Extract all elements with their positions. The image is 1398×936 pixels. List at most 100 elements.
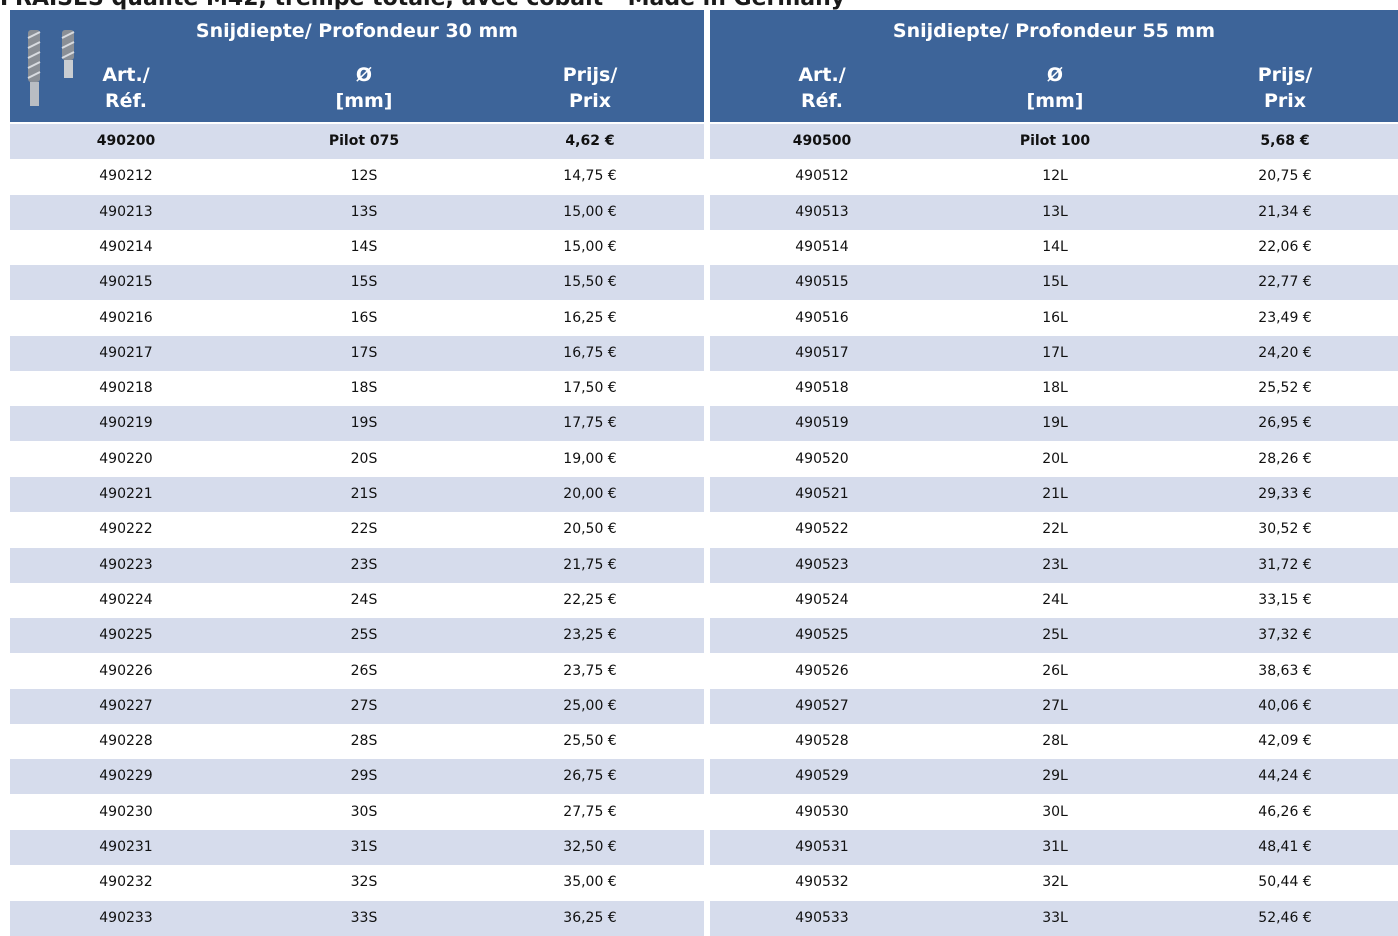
table-cell: 490222 bbox=[99, 521, 153, 538]
table-row: 490224 24S 22,25 € bbox=[10, 583, 704, 618]
table-row: 490532 32L 50,44 € bbox=[710, 865, 1398, 900]
table-cell: 490517 bbox=[795, 344, 849, 361]
table-cell: 22,06 € bbox=[1258, 238, 1312, 255]
table-cell: 490220 bbox=[99, 450, 153, 467]
table-cell: 37,32 € bbox=[1258, 627, 1312, 644]
table-row: 490213 13S 15,00 € bbox=[10, 194, 704, 230]
table-row: 490219 19S 17,75 € bbox=[10, 406, 704, 442]
table-cell: 35,00 € bbox=[563, 874, 617, 891]
table-cell: 32,50 € bbox=[563, 839, 617, 855]
table-row: 490523 23L 31,72 € bbox=[710, 547, 1398, 583]
table-cell: 25S bbox=[350, 627, 378, 644]
table-cell: 30,52 € bbox=[1258, 521, 1312, 538]
table-cell: 490218 bbox=[99, 380, 153, 397]
table-cell: 32L bbox=[1042, 874, 1068, 891]
table-cell: 490223 bbox=[99, 556, 153, 573]
table-row: 490500 Pilot 100 5,68 € bbox=[710, 124, 1398, 159]
table-row: 490531 31L 48,41 € bbox=[710, 830, 1398, 865]
table-cell: 30S bbox=[350, 803, 378, 820]
table-cell: 14,75 € bbox=[563, 168, 617, 185]
table-cell: 21L bbox=[1042, 486, 1068, 502]
table-row: 490520 20L 28,26 € bbox=[710, 442, 1398, 477]
table-cell: 16,25 € bbox=[563, 309, 617, 326]
table-cell: 14L bbox=[1042, 238, 1068, 255]
column-header-line: Prijs/ bbox=[1257, 64, 1313, 86]
table-cell: 490232 bbox=[99, 874, 153, 891]
table-row: 490216 16S 16,25 € bbox=[10, 301, 704, 336]
table-cell: 36,25 € bbox=[563, 909, 617, 926]
table-cell: 19S bbox=[350, 415, 378, 432]
table-cell: 30L bbox=[1042, 803, 1068, 820]
table-cell: 23,25 € bbox=[563, 627, 617, 644]
table-row: 490521 21L 29,33 € bbox=[710, 477, 1398, 512]
table-row: 490530 30L 46,26 € bbox=[710, 795, 1398, 830]
table-row: 490514 14L 22,06 € bbox=[710, 230, 1398, 265]
table-cell: 490227 bbox=[99, 697, 153, 714]
table-row: 490517 17L 24,20 € bbox=[710, 335, 1398, 371]
table-cell: 22S bbox=[350, 521, 378, 538]
table-row: 490512 12L 20,75 € bbox=[710, 159, 1398, 194]
table-cell: 490219 bbox=[99, 415, 153, 432]
table-cell: 26,75 € bbox=[563, 768, 617, 785]
column-header-line: Art./ bbox=[798, 64, 846, 86]
column-header-line: Prix bbox=[1263, 90, 1307, 112]
table-cell: 40,06 € bbox=[1258, 697, 1312, 714]
column-header-line: Ø bbox=[355, 64, 373, 86]
table-cell: 15,00 € bbox=[563, 238, 617, 255]
table-cell: 26,95 € bbox=[1258, 415, 1312, 432]
table-cell: 23L bbox=[1042, 556, 1068, 573]
table-heading: Snijdiepte/ Profondeur 30 mm bbox=[195, 20, 519, 42]
column-header: Art./ Réf. bbox=[26, 62, 226, 114]
table-cell: 32S bbox=[350, 874, 378, 891]
table-cell: 46,26 € bbox=[1258, 803, 1312, 820]
column-header: Prijs/Prix bbox=[1185, 62, 1385, 114]
table-cell: 490215 bbox=[99, 274, 153, 291]
table-cell: 26S bbox=[350, 662, 378, 679]
table-heading: Snijdiepte/ Profondeur 55 mm bbox=[892, 20, 1216, 42]
column-header-line: [mm] bbox=[335, 90, 393, 112]
table-row: 490526 26L 38,63 € bbox=[710, 654, 1398, 689]
table-cell: 20S bbox=[350, 450, 378, 467]
table-cell: 12L bbox=[1042, 168, 1068, 185]
table-cell: 22,77 € bbox=[1258, 274, 1312, 291]
table-cell: 490522 bbox=[795, 521, 849, 538]
table-cell: 48,41 € bbox=[1258, 839, 1312, 855]
table-cell: 21S bbox=[350, 486, 378, 502]
table-cell: 17,50 € bbox=[563, 380, 617, 397]
table-cell: 19,00 € bbox=[563, 450, 617, 467]
table-cell: 490533 bbox=[795, 909, 849, 926]
table-cell: 25,52 € bbox=[1258, 380, 1312, 397]
table-cell: 490228 bbox=[99, 733, 153, 750]
table-cell: 50,44 € bbox=[1258, 874, 1312, 891]
table-cell: 13L bbox=[1042, 203, 1068, 220]
table-cell: 490527 bbox=[795, 697, 849, 714]
column-header: Ø [mm] bbox=[955, 62, 1155, 114]
table-cell: 33L bbox=[1042, 909, 1068, 926]
table-row: 490529 29L 44,24 € bbox=[710, 759, 1398, 795]
table-cell: 23S bbox=[350, 556, 378, 573]
table-cell: 42,09 € bbox=[1258, 733, 1312, 750]
table-cell: 31,72 € bbox=[1258, 556, 1312, 573]
table-cell: 490514 bbox=[795, 238, 849, 255]
table-row: 490528 28L 42,09 € bbox=[710, 724, 1398, 759]
table-cell: 26L bbox=[1042, 662, 1068, 679]
table-cell: 22L bbox=[1042, 521, 1068, 538]
column-header: Prijs/Prix bbox=[490, 62, 690, 114]
table-row: 490212 12S 14,75 € bbox=[10, 159, 704, 194]
column-header-line: Art./ bbox=[102, 64, 150, 86]
table-cell: Pilot 100 bbox=[1019, 133, 1091, 149]
table-row: 490515 15L 22,77 € bbox=[710, 265, 1398, 301]
table-cell: 490526 bbox=[795, 662, 849, 679]
table-cell: 33S bbox=[350, 909, 378, 926]
table-row: 490518 18L 25,52 € bbox=[710, 371, 1398, 406]
table-cell: 17S bbox=[350, 344, 378, 361]
table-cell: 27L bbox=[1042, 697, 1068, 714]
table-cell: 13S bbox=[350, 203, 378, 220]
table-cell: 31S bbox=[350, 839, 378, 855]
table-row: 490222 22S 20,50 € bbox=[10, 512, 704, 547]
table-header: Snijdiepte/ Profondeur 55 mm Art./ Réf. Ø [m… bbox=[710, 10, 1398, 122]
table-cell: 490528 bbox=[795, 733, 849, 750]
table-cell: 490200 bbox=[96, 133, 156, 149]
table-cell: 490523 bbox=[795, 556, 849, 573]
